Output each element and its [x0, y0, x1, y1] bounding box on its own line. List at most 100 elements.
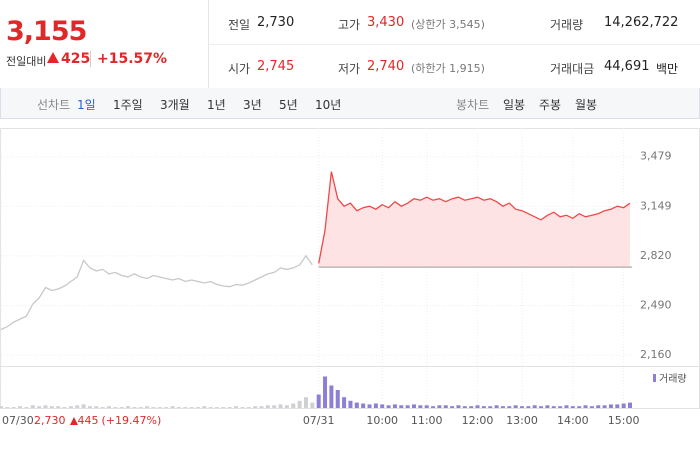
stat-note: (하한가 1,915) — [411, 62, 485, 75]
volume-bar — [342, 397, 347, 408]
tab[interactable]: 5년 — [279, 98, 298, 112]
volume-bar — [608, 404, 613, 408]
volume-bar — [113, 407, 118, 408]
stat-note: (상한가 3,545) — [411, 18, 485, 31]
volume-bar — [221, 407, 226, 408]
volume-bar — [215, 407, 220, 408]
volume-bar — [189, 407, 194, 408]
volume-bar — [30, 405, 35, 408]
up-icon — [47, 52, 59, 63]
tab[interactable]: 3년 — [243, 98, 262, 112]
volume-bar — [481, 406, 486, 408]
volume-bar — [628, 402, 632, 408]
volume-bar — [284, 405, 289, 408]
volume-bar — [373, 403, 378, 408]
x-tick-label: 15:00 — [608, 414, 640, 427]
volume-bar — [443, 405, 448, 408]
volume-bar — [469, 406, 474, 408]
volume-bar — [310, 402, 315, 408]
volume-bar — [507, 406, 512, 408]
x-tick-label: 12:00 — [462, 414, 494, 427]
area — [318, 171, 630, 268]
volume-bar — [564, 405, 569, 408]
prev-info-part: 2,730 — [34, 414, 66, 427]
volume-bar — [195, 407, 200, 408]
x-tick-label: 14:00 — [557, 414, 589, 427]
volume-bar — [138, 407, 143, 408]
volume-bar — [494, 405, 499, 408]
volume-bar — [145, 406, 150, 408]
x-tick-label: 07/30 — [2, 414, 34, 427]
volume-bar — [450, 406, 455, 408]
volume-bar — [545, 405, 550, 408]
volume-bar — [5, 407, 10, 408]
volume-bar — [49, 406, 54, 408]
volume-bar — [62, 407, 67, 408]
volume-bar — [348, 400, 353, 408]
divider — [208, 44, 700, 45]
legend-swatch — [653, 374, 656, 382]
tab[interactable]: 3개월 — [160, 98, 190, 112]
volume-bar — [151, 407, 156, 408]
volume-bar — [259, 406, 264, 408]
volume-bar — [431, 406, 436, 408]
stat-unit: 백만 — [656, 62, 679, 76]
volume-bar — [329, 385, 334, 408]
tab[interactable]: 월봉 — [575, 98, 598, 112]
volume-bar — [589, 406, 594, 408]
volume-bar — [107, 406, 112, 408]
tab-label: 선차트 — [37, 98, 71, 112]
tab[interactable]: 10년 — [315, 98, 342, 112]
volume-bar — [399, 405, 404, 408]
stat-label: 저가 — [338, 62, 361, 76]
stat-value: 2,730 — [257, 15, 295, 30]
volume-bar — [621, 403, 626, 408]
volume-bar — [361, 403, 366, 408]
volume-bar — [37, 406, 42, 408]
stat-value: 44,691 — [604, 59, 650, 74]
volume-bar — [291, 403, 296, 408]
volume-bar — [303, 397, 308, 408]
volume-bar — [392, 404, 397, 408]
volume-bar — [183, 407, 188, 408]
tab[interactable]: 주봉 — [539, 98, 562, 112]
volume-bar — [532, 405, 537, 408]
stat-label: 거래대금 — [550, 62, 595, 76]
stat-label: 거래량 — [550, 18, 584, 32]
volume-bar — [335, 390, 340, 408]
y-tick-label: 2,820 — [640, 249, 672, 262]
price-line — [318, 171, 631, 264]
x-tick-label: 11:00 — [411, 414, 443, 427]
stat-label: 고가 — [338, 18, 361, 32]
x-tick-label: 07/31 — [303, 414, 335, 427]
price: 3,155 — [6, 16, 87, 47]
volume-bar — [500, 406, 505, 408]
stat-value: 3,430 — [367, 15, 405, 30]
tab[interactable]: 1년 — [207, 98, 226, 112]
volume-bar — [11, 407, 16, 408]
volume-bar — [227, 407, 232, 408]
x-tick-label: 13:00 — [506, 414, 538, 427]
tab-label: 봉차트 — [456, 98, 490, 112]
volume-bar — [202, 406, 207, 408]
volume-bar — [56, 406, 61, 408]
stat-label: 전일 — [228, 18, 251, 32]
y-tick-label: 3,149 — [640, 199, 672, 212]
volume-bar — [208, 407, 213, 408]
up-icon — [70, 417, 78, 425]
prev-info-part: 445 — [78, 414, 99, 427]
tab[interactable]: 1주일 — [113, 98, 143, 112]
price-line — [0, 254, 313, 331]
volume-bar — [475, 405, 480, 408]
volume-bar — [354, 402, 359, 408]
tab[interactable]: 1일 — [77, 98, 96, 112]
tab[interactable]: 일봉 — [503, 98, 526, 112]
change: 425 — [47, 51, 90, 67]
volume-bar — [513, 405, 518, 408]
stat-value: 2,740 — [367, 59, 405, 74]
volume-bar — [577, 406, 582, 408]
volume-bar — [462, 406, 467, 408]
volume-bar — [157, 407, 162, 408]
